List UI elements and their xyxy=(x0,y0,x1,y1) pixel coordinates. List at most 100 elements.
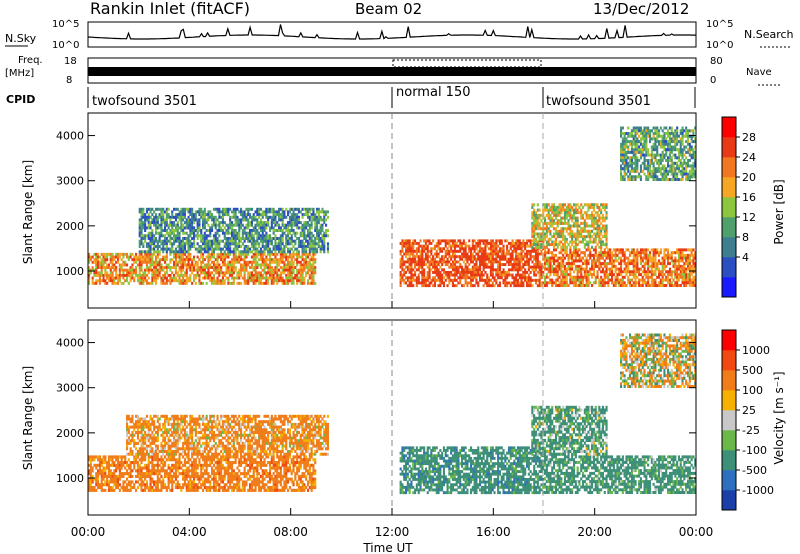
noise-right-tick-bottom: 10^0 xyxy=(706,40,733,51)
xtick-label: 00:00 xyxy=(71,525,106,539)
xtick-label: 04:00 xyxy=(172,525,207,539)
station-title: Rankin Inlet (fitACF) xyxy=(90,0,250,18)
ytick-label: 2000 xyxy=(56,220,84,233)
beam-label: Beam 02 xyxy=(355,0,422,18)
colorbar-tick-label: -25 xyxy=(742,424,760,437)
xtick-label: 16:00 xyxy=(476,525,511,539)
velocity-y-ticks: 1000 2000 3000 4000 xyxy=(56,337,696,485)
cpid-panel: CPID twofsound 3501 normal 150 twofsound… xyxy=(6,85,696,109)
power-colorbar: 28 24 20 16 12 8 4 xyxy=(721,116,756,298)
heatmap-region-6 xyxy=(620,126,697,181)
xtick-label: 12:00 xyxy=(375,525,410,539)
colorbar-tick-label: -100 xyxy=(742,444,767,457)
cpid-segment-2: normal 150 xyxy=(396,85,471,100)
date-label: 13/Dec/2012 xyxy=(593,0,689,18)
colorbar-swatch xyxy=(722,177,736,198)
power-heatmap-data xyxy=(88,126,697,288)
x-axis-label: Time UT xyxy=(362,541,413,554)
noise-left-tick-top: 10^5 xyxy=(52,19,79,30)
colorbar-swatch xyxy=(722,490,736,511)
colorbar-tick-label: 1000 xyxy=(742,344,770,357)
noise-right-tick-top: 10^5 xyxy=(706,19,733,30)
velocity-colorbar-label: Velocity [m s⁻¹] xyxy=(772,371,786,464)
colorbar-swatch xyxy=(722,137,736,158)
heatmap-region-5 xyxy=(531,405,608,456)
velocity-ylabel: Slant Range [km] xyxy=(21,366,35,470)
colorbar-frame xyxy=(721,116,737,298)
nave-label: Nave xyxy=(746,67,772,78)
heatmap-region-1 xyxy=(88,455,317,492)
velocity-panel: 1000 2000 3000 4000 xyxy=(56,319,697,516)
colorbar-swatch xyxy=(722,410,736,431)
colorbar-tick-label: 25 xyxy=(742,404,756,417)
colorbar-swatch xyxy=(722,257,736,278)
power-y-ticks: 1000 2000 3000 4000 xyxy=(56,130,696,278)
x-axis-ticks: 00:00 04:00 08:00 12:00 16:00 20:00 00:00 xyxy=(71,301,713,539)
colorbar-tick-label: 20 xyxy=(742,171,756,184)
noise-sky-trace xyxy=(87,24,696,40)
colorbar-swatch xyxy=(722,157,736,178)
colorbar-tick-label: 16 xyxy=(742,191,756,204)
colorbar-swatch xyxy=(722,217,736,238)
colorbar-tick-label: 12 xyxy=(742,211,756,224)
noise-panel: N.Sky 10^5 10^0 10^5 10^0 N.Search xyxy=(5,19,794,51)
ytick-label: 4000 xyxy=(56,130,84,143)
colorbar-tick-label: -1000 xyxy=(742,484,774,497)
ytick-label: 4000 xyxy=(56,337,84,350)
xtick-label: 08:00 xyxy=(273,525,308,539)
colorbar-frame xyxy=(721,329,737,511)
colorbar-swatch xyxy=(722,390,736,411)
velocity-colorbar: 1000 500 100 25 -25 -100 -500 -1000 xyxy=(721,329,774,511)
heatmap-region-1 xyxy=(88,252,317,285)
colorbar-swatch xyxy=(722,237,736,258)
freq-label-2: [MHz] xyxy=(5,68,34,79)
colorbar-swatch xyxy=(722,197,736,218)
colorbar-swatch xyxy=(722,450,736,471)
heatmap-region-4 xyxy=(544,248,697,287)
nave-tick-top: 80 xyxy=(710,56,723,67)
noise-left-label: N.Sky xyxy=(5,32,37,45)
heatmap-region-3 xyxy=(399,446,545,495)
freq-tick-bottom: 8 xyxy=(66,75,72,86)
power-panel: 1000 2000 3000 4000 xyxy=(56,112,697,309)
cpid-label: CPID xyxy=(6,93,35,106)
colorbar-tick-label: 500 xyxy=(742,364,763,377)
freq-tick-top: 18 xyxy=(64,56,77,67)
cpid-segment-3: twofsound 3501 xyxy=(546,94,651,109)
heatmap-region-5 xyxy=(531,203,608,249)
colorbar-swatch xyxy=(722,117,736,138)
power-colorbar-label: Power [dB] xyxy=(772,179,786,244)
noise-sky-line xyxy=(87,24,696,40)
colorbar-swatch xyxy=(722,330,736,351)
noise-right-label: N.Search xyxy=(744,28,794,41)
ytick-label: 3000 xyxy=(56,175,84,188)
colorbar-swatch xyxy=(722,350,736,371)
noise-left-tick-bottom: 10^0 xyxy=(52,40,79,51)
velocity-heatmap-data xyxy=(88,333,697,495)
xtick-label: 20:00 xyxy=(577,525,612,539)
colorbar-tick-label: 4 xyxy=(742,251,749,264)
colorbar-swatch xyxy=(722,430,736,451)
colorbar-swatch xyxy=(722,277,736,298)
ytick-label: 1000 xyxy=(56,265,84,278)
frequency-panel: Freq. [MHz] 18 8 80 0 Nave xyxy=(5,55,780,86)
colorbar-tick-label: 24 xyxy=(742,151,756,164)
colorbar-swatch xyxy=(722,470,736,491)
heatmap-region-3 xyxy=(399,239,545,288)
heatmap-region-2 xyxy=(138,207,329,254)
ytick-label: 1000 xyxy=(56,472,84,485)
heatmap-region-2 xyxy=(126,414,329,456)
heatmap-region-6 xyxy=(620,333,697,388)
power-ylabel: Slant Range [km] xyxy=(21,160,35,264)
nave-tick-bottom: 0 xyxy=(710,75,716,86)
colorbar-swatch xyxy=(722,370,736,391)
ytick-label: 3000 xyxy=(56,382,84,395)
ytick-label: 2000 xyxy=(56,427,84,440)
colorbar-tick-label: -500 xyxy=(742,464,767,477)
colorbar-tick-label: 8 xyxy=(742,231,749,244)
colorbar-tick-label: 28 xyxy=(742,131,756,144)
cpid-segment-1: twofsound 3501 xyxy=(92,94,197,109)
heatmap-region-4 xyxy=(544,455,697,494)
colorbar-tick-label: 100 xyxy=(742,384,763,397)
